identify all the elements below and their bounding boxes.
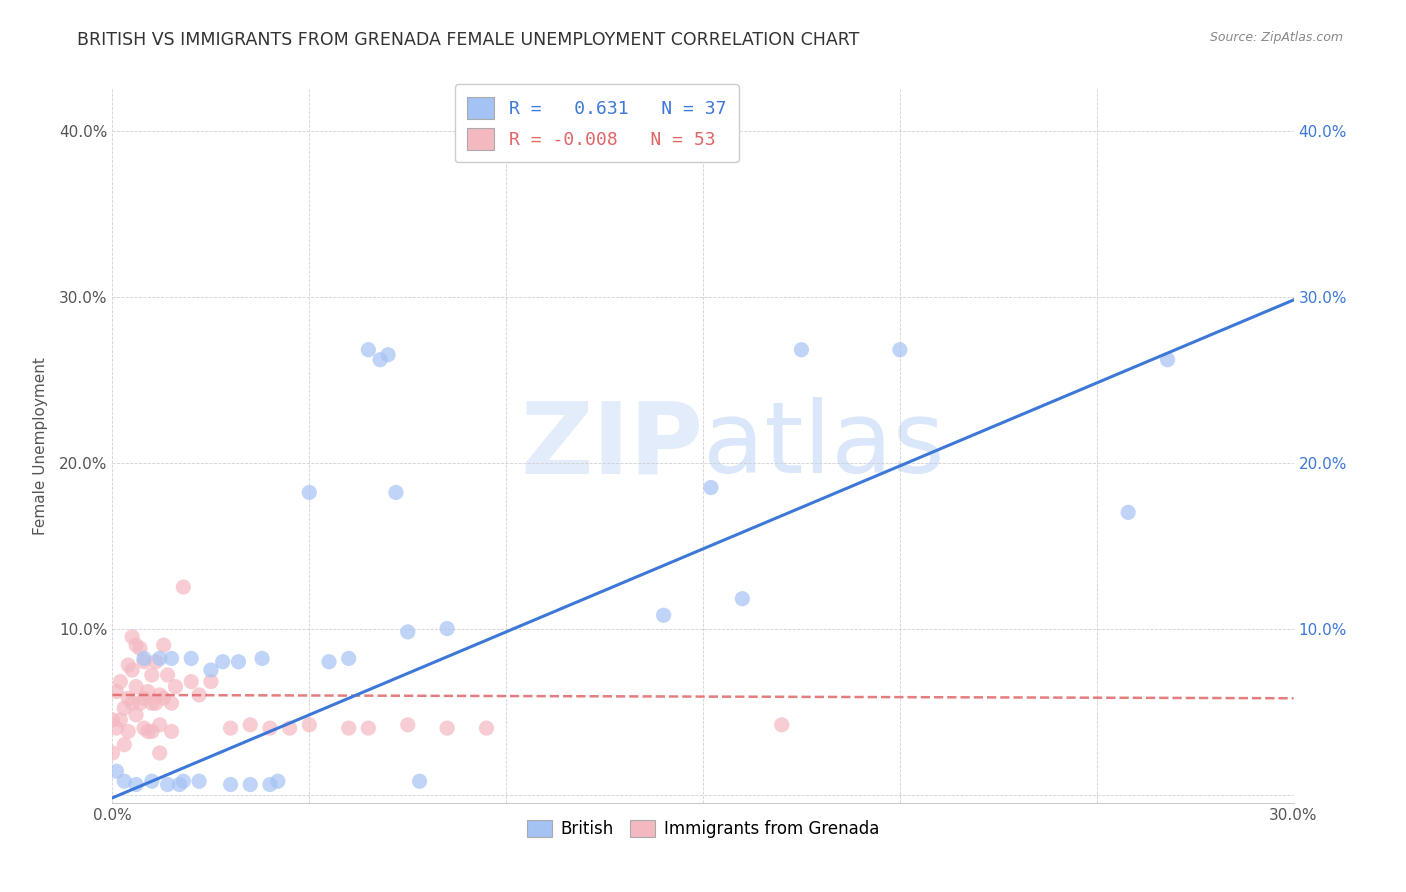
Point (165, 680, 187, 694)
Point (117, 724, 139, 739)
Point (357, 343, 380, 357)
Point (1116, 505, 1139, 519)
Point (156, 668, 179, 682)
Point (172, 774, 194, 789)
Point (160, 651, 183, 665)
Point (188, 688, 211, 702)
Point (385, 485, 408, 500)
Point (141, 696, 163, 710)
Point (219, 778, 242, 792)
Point (149, 688, 172, 702)
Point (169, 778, 191, 792)
Point (172, 580, 194, 594)
Point (136, 684, 159, 698)
Point (132, 655, 155, 669)
Point (337, 721, 360, 735)
Point (149, 746, 172, 760)
Y-axis label: Female Unemployment: Female Unemployment (32, 357, 48, 535)
Point (105, 764, 128, 779)
Point (117, 658, 139, 673)
Point (105, 721, 128, 735)
Point (125, 778, 148, 792)
Point (112, 774, 135, 789)
Point (149, 651, 172, 665)
Point (259, 778, 281, 792)
Point (110, 674, 132, 689)
Point (436, 622, 458, 636)
Point (188, 774, 211, 789)
Point (132, 721, 155, 735)
Point (278, 721, 301, 735)
Point (152, 638, 174, 652)
Point (101, 713, 124, 727)
Point (125, 707, 148, 722)
Point (112, 738, 135, 752)
Point (105, 684, 128, 698)
Point (180, 651, 202, 665)
Point (377, 348, 399, 362)
Text: ZIP: ZIP (520, 398, 703, 494)
Text: atlas: atlas (703, 398, 945, 494)
Point (228, 655, 250, 669)
Point (129, 696, 152, 710)
Point (121, 630, 143, 644)
Point (239, 718, 262, 732)
Point (357, 721, 380, 735)
Point (125, 638, 148, 652)
Point (110, 713, 132, 727)
Point (160, 724, 183, 739)
Point (200, 674, 222, 689)
Point (408, 774, 430, 789)
Point (112, 701, 135, 715)
Point (396, 718, 419, 732)
Point (1156, 352, 1178, 367)
Point (132, 651, 155, 665)
Point (318, 655, 340, 669)
Point (180, 674, 202, 689)
Point (156, 778, 179, 792)
Point (121, 663, 143, 677)
Point (141, 668, 163, 682)
Point (211, 655, 233, 669)
Point (145, 696, 167, 710)
Point (239, 778, 262, 792)
Point (101, 746, 124, 760)
Point (250, 651, 273, 665)
Point (219, 721, 242, 735)
Point (132, 691, 155, 706)
Point (396, 624, 419, 639)
Point (267, 774, 290, 789)
Point (337, 651, 360, 665)
Point (889, 343, 911, 357)
Point (790, 343, 813, 357)
Point (121, 696, 143, 710)
Point (152, 691, 174, 706)
Point (298, 485, 321, 500)
Point (129, 641, 152, 656)
Text: BRITISH VS IMMIGRANTS FROM GRENADA FEMALE UNEMPLOYMENT CORRELATION CHART: BRITISH VS IMMIGRANTS FROM GRENADA FEMAL… (77, 31, 859, 49)
Point (141, 724, 163, 739)
Point (117, 691, 139, 706)
Text: Source: ZipAtlas.com: Source: ZipAtlas.com (1209, 31, 1343, 45)
Point (145, 655, 167, 669)
Point (149, 718, 172, 732)
Point (731, 591, 754, 606)
Point (125, 680, 148, 694)
Point (298, 718, 321, 732)
Point (770, 718, 793, 732)
Point (200, 663, 222, 677)
Point (141, 774, 163, 789)
Point (259, 721, 281, 735)
Point (160, 696, 183, 710)
Point (436, 721, 458, 735)
Point (136, 724, 159, 739)
Legend: British, Immigrants from Grenada: British, Immigrants from Grenada (520, 813, 886, 845)
Point (475, 721, 498, 735)
Point (368, 352, 391, 367)
Point (652, 608, 675, 623)
Point (700, 481, 723, 495)
